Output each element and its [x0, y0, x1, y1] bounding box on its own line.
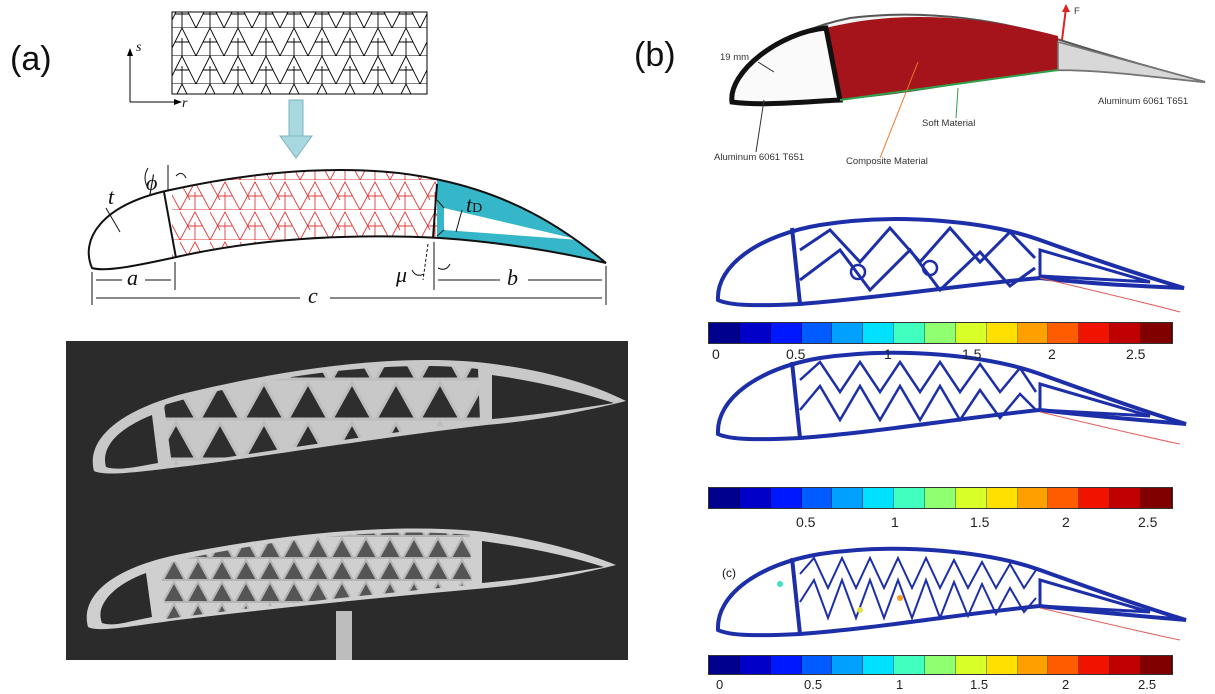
colorbar-segment [770, 656, 802, 674]
colorbar-segment [1079, 488, 1111, 508]
colorbar-segment [739, 656, 771, 674]
colorbar-segment [1141, 323, 1172, 343]
colorbar-segment [1110, 323, 1142, 343]
colorbar-segment [1048, 323, 1080, 343]
colorbar-segment [894, 488, 926, 508]
colorbar-segment [955, 488, 987, 508]
colorbar-segment [955, 656, 987, 674]
callout-soft-material: Soft Material [922, 118, 976, 129]
colorbar-segment [1017, 323, 1049, 343]
colorbar-3 [708, 655, 1173, 675]
colorbar-segment [986, 488, 1018, 508]
colorbar-segment [709, 488, 740, 508]
colorbar-segment [986, 323, 1018, 343]
colorbar-segment [801, 323, 833, 343]
colorbar-segment [863, 323, 895, 343]
label-c: c [308, 283, 318, 308]
photo-airfoil-fine [66, 493, 628, 660]
tick-label: 2.5 [1138, 514, 1158, 530]
colorbar-segment [925, 323, 956, 343]
colorbar-2-ticks: 0.5 1 1.5 2 2.5 [708, 514, 1173, 532]
tick-label: 1.5 [970, 514, 990, 530]
colorbar-segment [1079, 656, 1111, 674]
axis-r-label: r [182, 96, 188, 111]
colorbar-segment [1048, 488, 1080, 508]
tick-label: 1.5 [970, 677, 989, 692]
label-a: a [127, 265, 138, 290]
colorbar-segment [1017, 656, 1049, 674]
tick-label: 0.5 [804, 677, 823, 692]
colorbar-segment [1110, 488, 1142, 508]
colorbar-segment [925, 488, 956, 508]
colorbar-segment [986, 656, 1018, 674]
label-tD: tD [466, 192, 483, 217]
colorbar-segment [955, 323, 987, 343]
airfoil-schematic [87, 169, 607, 271]
colorbar-segment [832, 656, 864, 674]
tick-label: 1.5 [962, 346, 982, 362]
callout-aluminum-front: Aluminum 6061 T651 [714, 152, 805, 163]
tick-label: 1 [884, 346, 892, 362]
colorbar-segment [863, 656, 895, 674]
lattice-strip [171, 11, 428, 95]
axis-s-label: s [136, 40, 142, 55]
tick-label: 0.5 [796, 514, 816, 530]
tick-label: 0.5 [786, 346, 806, 362]
label-phi: ϕ [146, 170, 158, 195]
tick-label: 0 [716, 677, 724, 692]
colorbar-segment [925, 656, 956, 674]
colorbar-segment [1141, 488, 1172, 508]
colorbar-segment [863, 488, 895, 508]
colorbar-segment [801, 488, 833, 508]
composite-airfoil [729, 4, 1206, 159]
colorbar-3-ticks: 0 0.5 1 1.5 2 2.5 [708, 677, 1173, 693]
colorbar-segment [894, 323, 926, 343]
colorbar-segment [894, 656, 926, 674]
colorbar-segment [709, 656, 740, 674]
colorbar-segment [1017, 488, 1049, 508]
label-b: b [507, 265, 518, 290]
callout-19mm: 19 mm [720, 52, 750, 63]
colorbar-1-ticks: 0 0.5 1 1.5 2 2.5 [708, 346, 1173, 364]
tick-label: 2 [1062, 677, 1070, 692]
tick-label: 1 [891, 514, 899, 530]
down-arrow [279, 99, 313, 159]
colorbar-segment [770, 488, 802, 508]
tick-label: 1 [896, 677, 904, 692]
panel-b-label: (b) [634, 36, 676, 74]
dimension-lines [91, 165, 607, 305]
colorbar-segment [1110, 656, 1142, 674]
colorbar-2 [708, 487, 1173, 509]
colorbar-1 [708, 322, 1173, 344]
sublabel-c: (c) [722, 566, 736, 580]
colorbar-segment [1141, 656, 1172, 674]
colorbar-segment [739, 323, 771, 343]
tick-label: 0 [712, 346, 720, 362]
fem-plot-2 [715, 350, 1187, 445]
axes-s-r [127, 48, 182, 105]
fem-plot-1 [715, 217, 1185, 313]
tick-label: 2 [1062, 514, 1070, 530]
colorbar-segment [832, 323, 864, 343]
tick-label: 2 [1048, 346, 1056, 362]
colorbar-segment [832, 488, 864, 508]
colorbar-segment [739, 488, 771, 508]
label-mu: μ [396, 262, 408, 287]
callout-aluminum-rear: Aluminum 6061 T651 [1098, 96, 1189, 107]
colorbar-segment [801, 656, 833, 674]
callout-force: F [1074, 6, 1080, 17]
tick-label: 2.5 [1138, 677, 1157, 692]
colorbar-segment [1048, 656, 1080, 674]
callout-composite: Composite Material [846, 156, 928, 167]
fem-plot-3 [715, 546, 1187, 641]
label-t: t [108, 184, 115, 209]
colorbar-segment [1079, 323, 1111, 343]
tick-label: 2.5 [1126, 346, 1146, 362]
panel-a-label: (a) [10, 40, 52, 78]
colorbar-segment [770, 323, 802, 343]
photo-airfoil-coarse [66, 341, 628, 493]
colorbar-segment [709, 323, 740, 343]
